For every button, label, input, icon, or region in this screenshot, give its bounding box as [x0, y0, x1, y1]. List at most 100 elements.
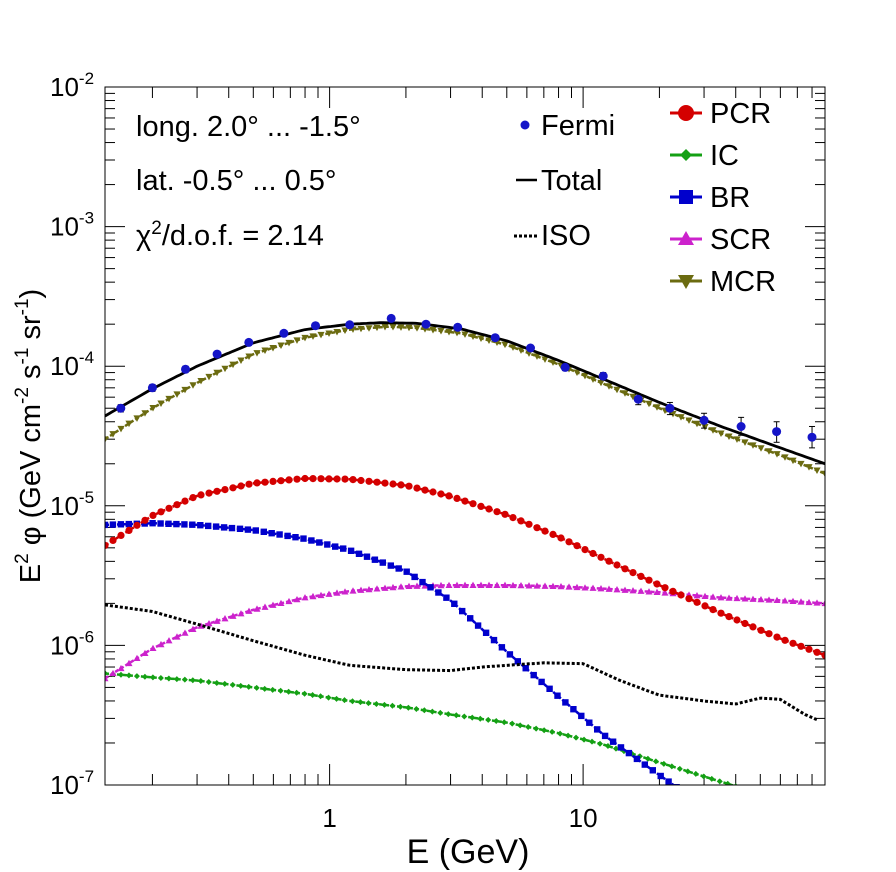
pcr-marker — [605, 557, 613, 565]
mcr-marker — [581, 372, 589, 380]
mcr-marker — [533, 353, 541, 360]
ic-marker — [700, 773, 707, 780]
scr-marker — [453, 581, 461, 588]
scr-marker — [821, 599, 825, 607]
legend-marker-pcr — [678, 105, 694, 121]
ic-marker — [485, 716, 492, 723]
y-axis-label: E2 φ (GeV cm-2 s-1 sr-1) — [12, 289, 47, 583]
ic-marker — [357, 699, 364, 706]
pcr-marker — [765, 630, 773, 638]
pcr-marker — [301, 474, 309, 483]
ic-marker — [660, 760, 667, 767]
ic-marker — [724, 780, 731, 785]
fermi-point — [279, 328, 289, 338]
latitude-annotation: lat. -0.5° ... 0.5° — [136, 165, 337, 197]
ic-marker — [293, 689, 300, 696]
ic-marker — [668, 763, 675, 770]
scr-marker — [701, 592, 709, 600]
br-marker — [474, 622, 482, 629]
mcr-marker — [733, 436, 741, 443]
legend-marker-ic — [680, 149, 692, 161]
pcr-marker — [813, 648, 821, 656]
mcr-marker — [109, 431, 117, 438]
scr-marker — [645, 588, 653, 595]
fermi-point — [560, 362, 570, 372]
scr-marker — [253, 605, 261, 612]
pcr-marker — [317, 475, 325, 483]
fermi-point — [665, 403, 675, 413]
ic-marker — [381, 701, 388, 708]
mcr-marker — [293, 337, 301, 344]
ic-marker — [493, 718, 500, 725]
scr-marker — [373, 585, 381, 592]
ic-marker — [596, 740, 603, 747]
ic-marker — [389, 702, 396, 709]
scr-marker — [213, 617, 221, 624]
x-axis-label: E (GeV) — [407, 833, 530, 871]
y-tick-label: 10-2 — [50, 69, 94, 102]
pcr-marker — [189, 494, 197, 502]
br-marker — [181, 521, 188, 528]
br-marker — [125, 520, 132, 528]
mcr-marker — [781, 454, 789, 461]
pcr-marker — [365, 477, 373, 485]
mcr-marker — [813, 467, 821, 474]
mcr-marker — [309, 333, 317, 340]
br-marker — [482, 629, 490, 636]
legend-label-mcr: MCR — [710, 266, 776, 298]
mcr-marker — [357, 325, 365, 333]
pcr-marker — [637, 572, 645, 581]
fermi-point — [386, 313, 396, 323]
mcr-marker — [725, 433, 733, 440]
plot-frame — [104, 86, 826, 786]
scr-marker — [469, 581, 477, 588]
mcr-marker — [181, 386, 189, 394]
mcr-marker — [125, 420, 133, 428]
mcr-marker — [685, 417, 693, 424]
legend-marker-mcr — [678, 275, 694, 289]
scr-marker — [741, 595, 749, 602]
ic-marker — [445, 711, 452, 718]
fermi-point — [772, 427, 782, 437]
pcr-marker — [685, 595, 693, 603]
br-marker — [105, 521, 109, 529]
br-marker — [594, 726, 601, 733]
mcr-marker — [773, 451, 781, 458]
fermi-point — [490, 333, 500, 343]
br-marker — [268, 530, 275, 537]
ic-marker — [525, 723, 532, 730]
ic-marker — [341, 697, 348, 704]
legend-marker-br — [679, 190, 693, 204]
mcr-marker — [157, 400, 165, 407]
pcr-marker — [277, 477, 285, 485]
plot-area — [105, 313, 825, 785]
scr-marker — [565, 583, 573, 590]
ic-marker — [237, 682, 244, 689]
ic-marker — [421, 707, 428, 714]
scr-marker — [621, 586, 629, 593]
mcr-marker — [613, 386, 621, 394]
mcr-marker — [765, 448, 773, 455]
mcr-marker — [365, 325, 373, 332]
scr-marker — [797, 598, 805, 605]
br-marker — [570, 706, 577, 713]
br-marker — [633, 755, 641, 763]
br-marker — [435, 589, 442, 596]
pcr-marker — [517, 517, 525, 525]
mcr-marker — [269, 345, 277, 352]
scr-marker — [549, 582, 557, 589]
ic-marker — [477, 715, 484, 722]
scr-marker — [261, 603, 269, 610]
scr-marker — [789, 597, 797, 605]
br-marker — [347, 547, 355, 554]
fermi-point — [453, 322, 463, 332]
br-marker — [530, 671, 537, 679]
pcr-marker — [181, 497, 189, 505]
ic-marker — [125, 672, 132, 679]
ic-marker — [253, 684, 260, 691]
pcr-marker — [293, 475, 301, 483]
pcr-marker — [421, 486, 429, 494]
pcr-marker — [629, 569, 637, 577]
x-tick-labels: 1 10 — [322, 803, 597, 833]
mcr-marker — [237, 357, 245, 365]
